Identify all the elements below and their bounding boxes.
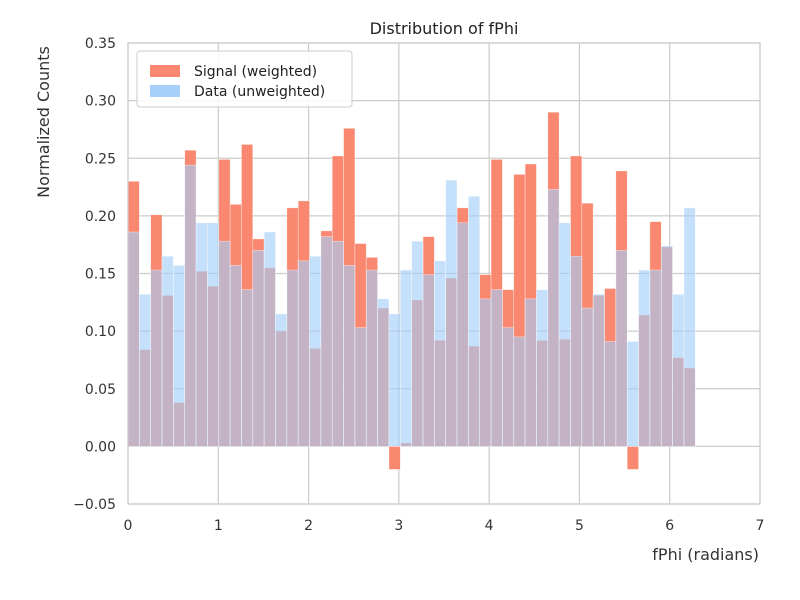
data-bar [241,289,254,447]
data-bar [297,260,310,447]
y-tick-label: −0.05 [73,497,116,513]
y-tick-label: 0.00 [85,439,116,455]
data-bar [309,255,322,447]
chart-title: Distribution of fPhi [370,19,519,38]
data-bar [377,298,390,447]
legend-swatch-data [150,85,180,97]
x-tick-label: 5 [575,518,584,534]
data-bar [365,269,378,447]
data-bar [275,313,288,447]
data-bar [524,298,537,447]
y-tick-label: 0.20 [85,209,116,225]
data-bar [207,222,220,447]
data-bar [490,289,503,447]
data-bar [615,250,628,447]
x-tick-label: 2 [304,518,313,534]
data-bar [127,231,140,447]
y-tick-label: 0.15 [85,267,116,283]
x-tick-label: 4 [485,518,494,534]
data-bar [581,307,594,447]
x-axis-title: fPhi (radians) [652,545,759,564]
legend: Signal (weighted) Data (unweighted) [136,50,353,108]
data-bar [434,260,446,447]
data-bar [343,265,356,447]
data-bar [592,293,605,447]
data-bar [547,189,560,447]
data-bar [286,269,299,447]
data-bar [445,179,458,447]
x-tick-label: 0 [124,518,133,534]
y-tick-label: 0.10 [85,324,116,340]
y-tick-label: 0.30 [85,94,116,110]
data-bar [399,269,412,447]
data-bar [649,269,662,447]
data-bar [479,298,492,447]
data-bar [218,240,231,447]
data-bar [331,240,344,447]
axis-ticks: 0 1 2 3 4 5 6 7 −0.05 0.00 0.05 0.10 0.15 0.20 0.25 0.3… [73,36,764,534]
data-bar [252,250,265,447]
signal-bar [626,446,639,470]
data-bar [422,274,435,447]
data-bar [570,255,583,447]
plot-frame [127,42,761,505]
data-bar [161,255,174,447]
data-bar [468,195,481,447]
data-bar [513,336,526,447]
data-bar [626,341,639,447]
data-bar [558,222,571,447]
data-bar [638,269,651,447]
legend-label-signal: Signal (weighted) [194,64,317,80]
data-bar [195,222,208,447]
data-bar [139,293,151,447]
x-tick-label: 6 [665,518,674,534]
data-bar [388,313,401,447]
data-bar [604,341,617,447]
data-bar [672,293,685,447]
legend-label-data: Data (unweighted) [194,84,325,100]
data-bar [173,265,186,447]
data-bar [184,164,197,447]
y-tick-label: 0.05 [85,382,116,398]
data-bar [229,265,242,447]
data-bar [150,269,163,447]
data-bar [354,327,367,447]
data-bar [502,327,515,447]
legend-frame [136,50,353,108]
y-tick-label: 0.25 [85,151,116,167]
data-bar [263,231,276,447]
legend-swatch-signal [150,65,180,77]
y-tick-label: 0.35 [85,36,116,52]
x-tick-label: 1 [214,518,223,534]
data-bar [660,245,673,447]
data-bar [536,289,549,447]
data-bar [683,207,696,447]
histogram-bars [127,111,696,470]
data-bar [456,222,469,447]
x-tick-label: 7 [756,518,765,534]
signal-bar [388,446,401,470]
data-bar [320,236,333,447]
y-axis-title: Normalized Counts [34,46,53,198]
x-tick-label: 3 [394,518,403,534]
data-bar [411,240,424,447]
